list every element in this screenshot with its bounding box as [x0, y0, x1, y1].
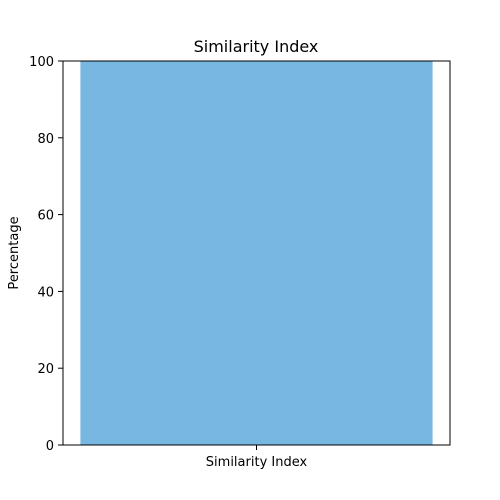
y-tick-label-4: 80	[37, 132, 54, 147]
y-axis-ticks: 0 20 40 60 80 100	[29, 55, 63, 454]
y-tick-label-5: 100	[29, 55, 54, 70]
x-tick-label-1: Similarity Index	[206, 455, 308, 470]
bar-1	[80, 61, 433, 445]
bar-series	[80, 61, 433, 445]
y-tick-label-1: 20	[37, 362, 54, 377]
y-tick-label-3: 60	[37, 209, 54, 224]
plot-frame	[62, 60, 451, 446]
y-axis-label: Percentage	[7, 216, 22, 289]
x-axis-ticks: Similarity Index	[206, 445, 308, 470]
y-tick-label-0: 0	[46, 439, 54, 454]
y-tick-label-2: 40	[37, 285, 54, 300]
chart-title: Similarity Index	[194, 37, 319, 56]
